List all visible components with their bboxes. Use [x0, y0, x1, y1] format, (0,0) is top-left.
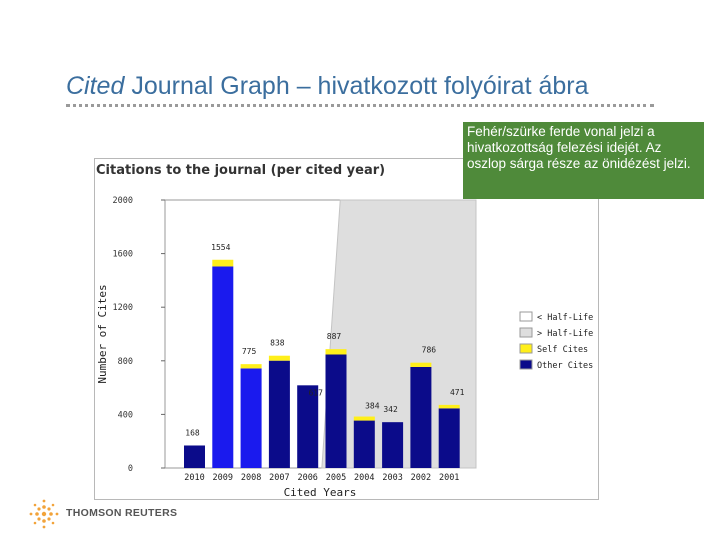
slide-title-italic: Cited [66, 72, 125, 100]
callout-note: Fehér/szürke ferde vonal jelzi a hivatko… [463, 122, 704, 199]
y-tick-label: 0 [128, 464, 133, 474]
x-tick-label: 2009 [213, 473, 233, 483]
x-tick-label: 2004 [354, 473, 374, 483]
x-axis-label: Cited Years [284, 486, 357, 499]
bar-self-cites [410, 362, 432, 367]
x-tick-label: 2010 [184, 473, 204, 483]
legend-label: > Half-Life [537, 329, 593, 339]
legend-swatch [519, 311, 533, 322]
y-axis-label: Number of Cites [96, 284, 109, 383]
bar-self-cites [268, 355, 290, 361]
bar-other-cites [268, 360, 290, 468]
bar-other-cites [382, 422, 404, 468]
bar-value-label: 1554 [211, 243, 230, 252]
bar-value-label: 617 [308, 388, 323, 397]
bar-value-label: 775 [242, 347, 257, 356]
bar-value-label: 838 [270, 339, 285, 348]
bar-other-cites [184, 445, 205, 468]
legend-swatch [519, 327, 533, 338]
x-tick-label: 2001 [439, 473, 459, 483]
bar-self-cites [212, 259, 234, 267]
x-tick-label: 2003 [382, 473, 402, 483]
y-tick-label: 400 [118, 410, 133, 420]
bar-other-cites [325, 354, 347, 468]
bar-other-cites [212, 266, 234, 468]
bar-self-cites [325, 349, 347, 355]
x-tick-label: 2002 [411, 473, 431, 483]
logo-text: THOMSON REUTERS [66, 507, 178, 519]
x-tick-label: 2008 [241, 473, 261, 483]
x-tick-label: 2006 [297, 473, 317, 483]
bar-value-label: 786 [422, 346, 437, 355]
bar-self-cites [353, 416, 375, 421]
bar-other-cites [410, 366, 432, 468]
slide-title-rest: Journal Graph – hivatkozott folyóirat áb… [124, 72, 589, 100]
bar-value-label: 471 [450, 388, 465, 397]
bar-other-cites [438, 408, 460, 468]
y-tick-label: 1600 [113, 250, 133, 260]
legend-swatch [519, 343, 533, 354]
x-tick-label: 2005 [326, 473, 346, 483]
bar-other-cites [353, 420, 375, 468]
legend-label: < Half-Life [537, 313, 593, 323]
bar-other-cites [240, 368, 262, 468]
bar-value-label: 384 [365, 402, 380, 411]
legend-swatch [519, 359, 533, 370]
title-divider [66, 104, 654, 107]
bar-value-label: 342 [383, 405, 398, 414]
legend-label: Self Cites [537, 345, 588, 355]
y-tick-label: 800 [118, 357, 133, 367]
bar-value-label: 168 [185, 428, 200, 437]
bar-self-cites [438, 404, 460, 409]
bar-value-label: 887 [327, 332, 342, 341]
sunburst-logo-icon [29, 499, 59, 529]
slide-title: Cited Journal Graph – hivatkozott folyói… [66, 72, 589, 101]
y-tick-label: 1200 [113, 303, 133, 313]
bar-self-cites [240, 364, 262, 369]
bar-other-cites [297, 385, 319, 468]
x-tick-label: 2007 [269, 473, 289, 483]
legend-label: Other Cites [537, 361, 593, 371]
y-tick-label: 2000 [113, 196, 133, 206]
chart-title: Citations to the journal (per cited year… [96, 163, 386, 178]
